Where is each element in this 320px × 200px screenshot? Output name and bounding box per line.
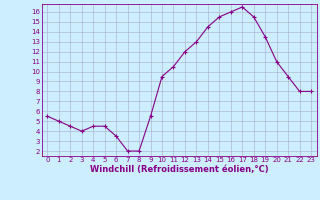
X-axis label: Windchill (Refroidissement éolien,°C): Windchill (Refroidissement éolien,°C) [90,165,268,174]
